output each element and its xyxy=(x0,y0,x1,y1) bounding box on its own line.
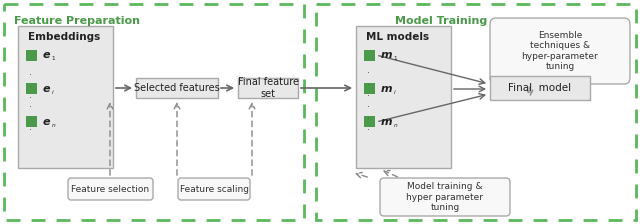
FancyBboxPatch shape xyxy=(26,50,37,61)
Text: ML models: ML models xyxy=(366,32,429,42)
FancyBboxPatch shape xyxy=(68,178,153,200)
FancyBboxPatch shape xyxy=(380,178,510,216)
FancyBboxPatch shape xyxy=(490,76,590,100)
Text: $\bfit{e}$: $\bfit{e}$ xyxy=(42,84,51,94)
Text: $_n$: $_n$ xyxy=(393,121,399,129)
FancyBboxPatch shape xyxy=(26,116,37,127)
FancyBboxPatch shape xyxy=(490,18,630,84)
Text: $_n$: $_n$ xyxy=(51,121,56,129)
Text: $_1$: $_1$ xyxy=(51,54,56,62)
FancyBboxPatch shape xyxy=(364,50,375,61)
Text: ·
·
·: · · · xyxy=(29,102,32,135)
Text: $\bfit{m}$: $\bfit{m}$ xyxy=(380,84,393,94)
Text: Model Training: Model Training xyxy=(395,16,487,26)
Text: Feature scaling: Feature scaling xyxy=(179,185,248,194)
Text: $\bfit{e}$: $\bfit{e}$ xyxy=(42,50,51,60)
Text: ·
·
·: · · · xyxy=(367,102,370,135)
Text: Embeddings: Embeddings xyxy=(28,32,100,42)
Text: Final  model: Final model xyxy=(508,83,572,93)
FancyBboxPatch shape xyxy=(18,26,113,168)
Text: Ensemble
techniques &
hyper-parameter
tuning: Ensemble techniques & hyper-parameter tu… xyxy=(522,31,598,71)
Text: Selected features: Selected features xyxy=(134,83,220,93)
Text: Feature selection: Feature selection xyxy=(71,185,149,194)
FancyBboxPatch shape xyxy=(178,178,250,200)
FancyBboxPatch shape xyxy=(356,26,451,168)
Text: $_1$: $_1$ xyxy=(393,54,398,62)
Text: $_i$: $_i$ xyxy=(393,88,397,97)
Text: Final feature
set: Final feature set xyxy=(237,77,298,99)
Text: $_i$: $_i$ xyxy=(51,88,54,97)
FancyBboxPatch shape xyxy=(26,83,37,94)
Text: ·
·
·: · · · xyxy=(29,70,32,103)
Text: $\bfit{m}$: $\bfit{m}$ xyxy=(380,50,393,60)
FancyBboxPatch shape xyxy=(136,78,218,98)
Text: Feature Preparation: Feature Preparation xyxy=(14,16,140,26)
Text: $\bfit{m}$: $\bfit{m}$ xyxy=(380,117,393,127)
FancyBboxPatch shape xyxy=(364,116,375,127)
Text: Model training &
hyper parameter
tuning: Model training & hyper parameter tuning xyxy=(406,182,483,212)
FancyBboxPatch shape xyxy=(238,78,298,98)
Text: $\bfit{e}$: $\bfit{e}$ xyxy=(42,117,51,127)
FancyBboxPatch shape xyxy=(364,83,375,94)
Text: ·
·
·: · · · xyxy=(367,68,370,101)
